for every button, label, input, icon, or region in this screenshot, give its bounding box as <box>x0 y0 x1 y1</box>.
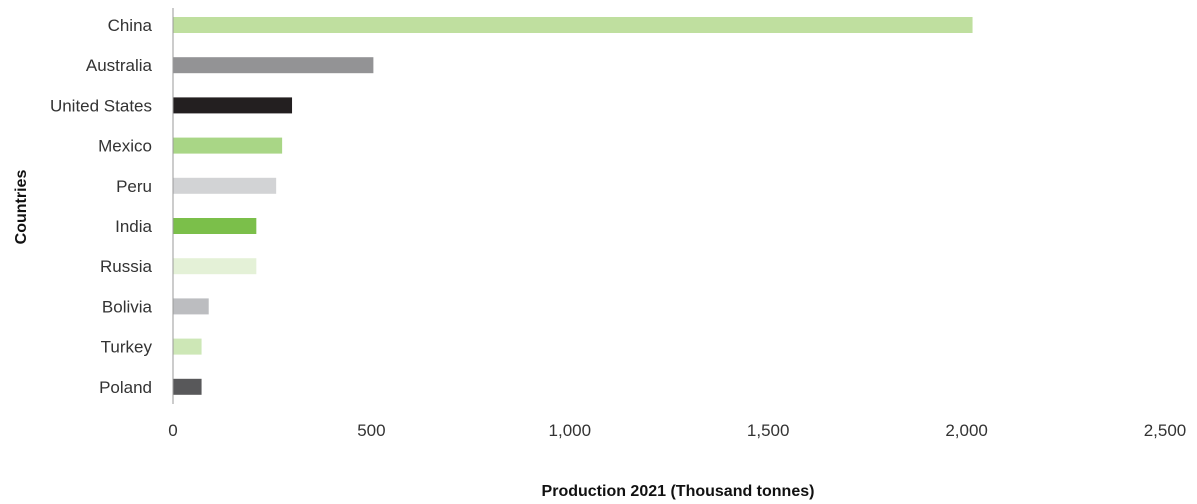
bar-australia <box>173 57 374 74</box>
y-tick-label-bolivia: Bolivia <box>102 297 153 316</box>
x-tick-label: 0 <box>168 421 177 440</box>
y-tick-label-india: India <box>115 217 152 236</box>
y-tick-label-australia: Australia <box>86 56 153 75</box>
y-tick-label-united-states: United States <box>50 96 152 115</box>
x-tick-label: 1,000 <box>549 421 592 440</box>
bar-india <box>173 218 257 234</box>
bar-mexico <box>173 137 283 154</box>
x-tick-label: 2,500 <box>1144 421 1187 440</box>
x-tick-labels: 0 500 1,000 1,500 2,000 2,500 <box>168 421 1186 440</box>
y-tick-label-poland: Poland <box>99 378 152 397</box>
y-tick-label-china: China <box>108 16 153 35</box>
bar-turkey <box>173 338 202 355</box>
x-axis-title: Production 2021 (Thousand tonnes) <box>542 483 815 500</box>
bar-bolivia <box>173 298 209 315</box>
y-axis-title: Countries <box>13 170 30 245</box>
bar-poland <box>173 378 202 395</box>
x-tick-label: 2,000 <box>945 421 988 440</box>
y-tick-label-turkey: Turkey <box>101 338 153 357</box>
y-tick-labels: China Australia United States Mexico Peru Ind… <box>50 16 153 397</box>
bars <box>173 17 973 395</box>
x-tick-label: 500 <box>357 421 385 440</box>
bar-china <box>173 17 973 33</box>
y-tick-label-russia: Russia <box>100 257 153 276</box>
y-tick-label-mexico: Mexico <box>98 137 152 156</box>
x-tick-label: 1,500 <box>747 421 790 440</box>
y-tick-label-peru: Peru <box>116 177 152 196</box>
bar-united-states <box>173 97 293 114</box>
bar-peru <box>173 177 277 194</box>
bar-russia <box>173 258 257 275</box>
